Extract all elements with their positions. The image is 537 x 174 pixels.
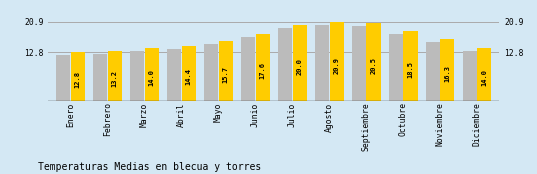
Text: 20.0: 20.0 <box>296 58 302 75</box>
Text: 15.7: 15.7 <box>223 66 229 83</box>
Text: 13.2: 13.2 <box>112 70 118 87</box>
Bar <box>440 39 454 101</box>
Bar <box>426 42 440 101</box>
Bar <box>389 34 403 101</box>
Text: 14.0: 14.0 <box>482 69 488 86</box>
Bar <box>477 48 491 101</box>
Bar <box>366 23 381 101</box>
Bar <box>241 37 255 101</box>
Bar <box>56 56 70 101</box>
Text: 14.4: 14.4 <box>186 68 192 85</box>
Bar <box>352 26 366 101</box>
Bar <box>278 28 292 101</box>
Bar <box>71 52 85 101</box>
Bar <box>182 46 195 101</box>
Bar <box>463 51 477 101</box>
Text: 14.0: 14.0 <box>149 69 155 86</box>
Text: 20.5: 20.5 <box>371 57 376 74</box>
Bar <box>219 41 233 101</box>
Bar <box>144 48 159 101</box>
Text: 16.3: 16.3 <box>445 65 451 82</box>
Bar <box>108 51 122 101</box>
Bar <box>315 25 329 101</box>
Bar <box>93 54 107 101</box>
Bar <box>256 34 270 101</box>
Bar <box>330 22 344 101</box>
Text: 20.9: 20.9 <box>333 57 339 74</box>
Text: 18.5: 18.5 <box>408 61 413 78</box>
Bar <box>167 49 182 101</box>
Bar <box>130 51 144 101</box>
Text: Temperaturas Medias en blecua y torres: Temperaturas Medias en blecua y torres <box>38 162 261 172</box>
Bar <box>204 45 218 101</box>
Text: 17.6: 17.6 <box>259 62 266 79</box>
Bar <box>293 25 307 101</box>
Bar <box>403 31 417 101</box>
Text: 12.8: 12.8 <box>75 71 81 88</box>
